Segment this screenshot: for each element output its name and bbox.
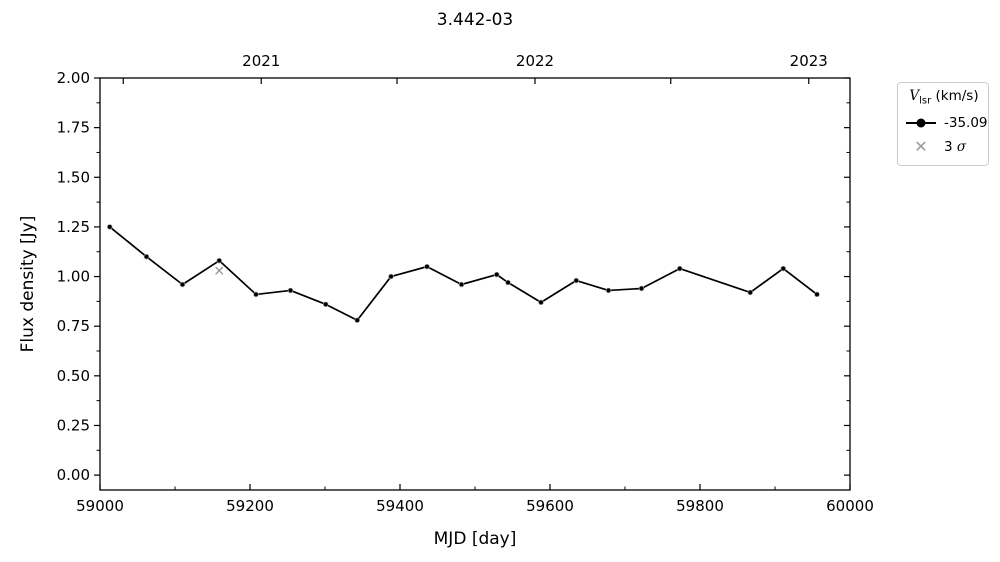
svg-text:2023: 2023 xyxy=(790,52,828,70)
svg-text:0.00: 0.00 xyxy=(57,466,90,484)
svg-text:0.25: 0.25 xyxy=(57,416,90,434)
legend-title: Vlsr (km/s) xyxy=(909,88,979,107)
plot-border xyxy=(99,77,851,491)
svg-text:59000: 59000 xyxy=(76,497,124,515)
svg-text:59800: 59800 xyxy=(676,497,724,515)
x-axis-label: MJD [day] xyxy=(433,529,517,549)
legend: Vlsr (km/s) -35.09 ✕ 3 σ xyxy=(897,82,989,166)
svg-text:2021: 2021 xyxy=(242,52,280,70)
svg-text:59600: 59600 xyxy=(526,497,574,515)
legend-entry-velocity: -35.09 xyxy=(906,111,988,135)
legend-entry-sigma-label: 3 σ xyxy=(944,138,967,155)
svg-text:59200: 59200 xyxy=(226,497,274,515)
top-axis-ticks: 2021 2022 2023 xyxy=(122,52,828,84)
svg-text:1.75: 1.75 xyxy=(57,119,90,137)
y-axis-label: Flux density [Jy] xyxy=(18,215,38,353)
legend-entry-velocity-label: -35.09 xyxy=(944,114,988,131)
flux-markers xyxy=(106,224,820,323)
chart-title: 3.442-03 xyxy=(436,10,514,30)
x-axis-ticks: 59000 59200 59400 59600 59800 60000 xyxy=(76,484,874,515)
x-marker-sample-icon: ✕ xyxy=(914,136,928,156)
svg-text:0.50: 0.50 xyxy=(57,367,90,385)
svg-text:60000: 60000 xyxy=(826,497,874,515)
svg-text:1.25: 1.25 xyxy=(57,218,90,236)
svg-text:59400: 59400 xyxy=(376,497,424,515)
svg-text:0.75: 0.75 xyxy=(57,317,90,335)
svg-text:2.00: 2.00 xyxy=(57,69,90,87)
y-axis-ticks: 0.00 0.25 0.50 0.75 1.00 1.25 1.50 1.75 2.00 xyxy=(57,69,100,484)
legend-entry-sigma: ✕ 3 σ xyxy=(906,135,982,159)
svg-text:1.50: 1.50 xyxy=(57,168,90,186)
sigma-markers xyxy=(215,266,224,275)
line-marker-sample-icon xyxy=(906,118,936,128)
right-axis-ticks xyxy=(844,77,850,476)
svg-text:1.00: 1.00 xyxy=(57,268,90,286)
svg-text:2022: 2022 xyxy=(516,52,554,70)
